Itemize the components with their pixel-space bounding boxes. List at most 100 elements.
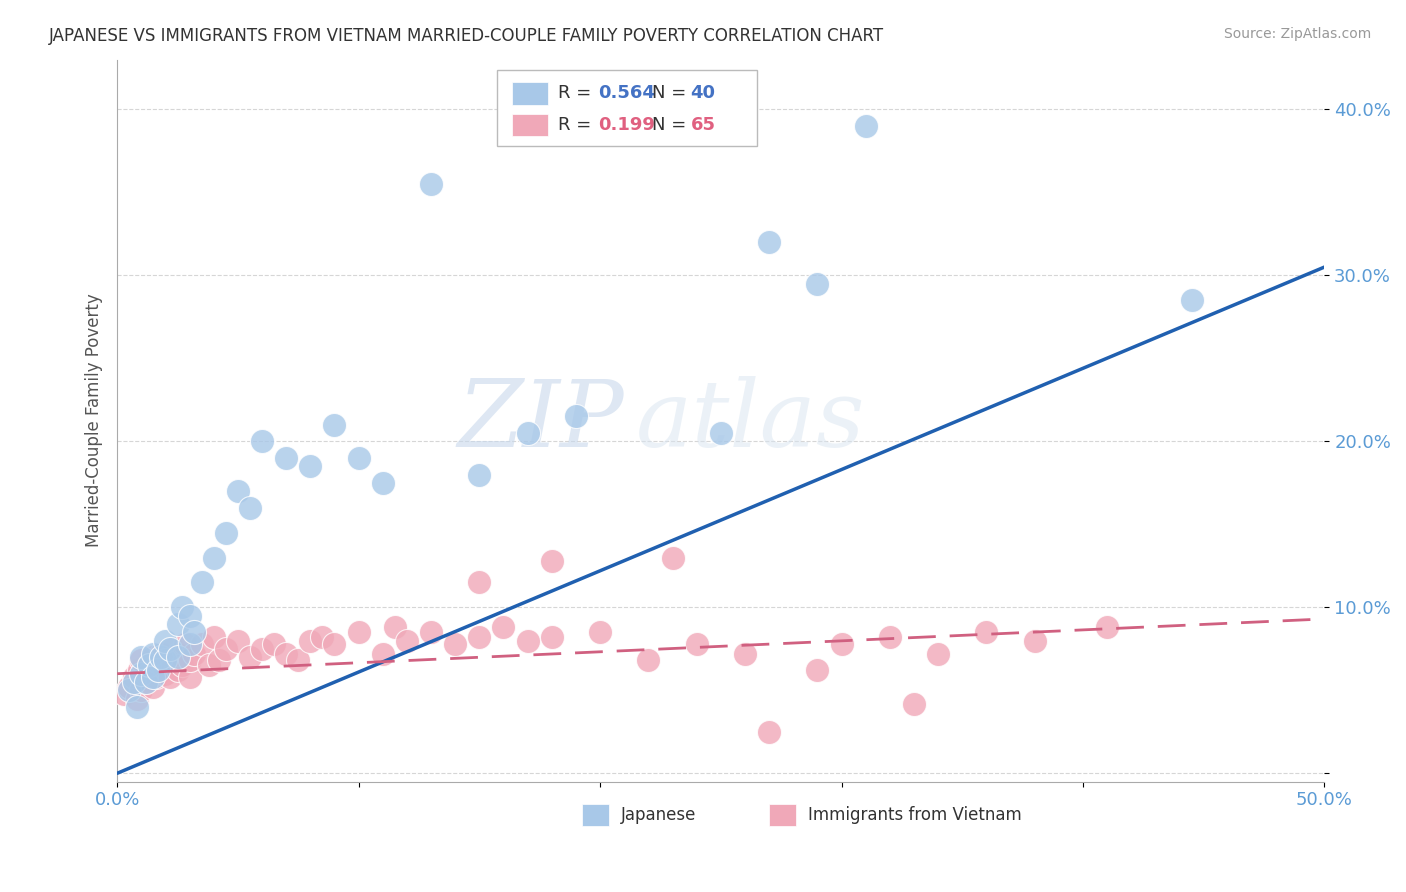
Text: JAPANESE VS IMMIGRANTS FROM VIETNAM MARRIED-COUPLE FAMILY POVERTY CORRELATION CH: JAPANESE VS IMMIGRANTS FROM VIETNAM MARR… xyxy=(49,27,884,45)
Point xyxy=(589,625,612,640)
Point xyxy=(125,691,148,706)
Point xyxy=(142,650,165,665)
Point xyxy=(159,670,181,684)
Point xyxy=(420,177,443,191)
Text: R =: R = xyxy=(558,84,596,103)
Point xyxy=(159,641,181,656)
Point xyxy=(226,484,249,499)
Point xyxy=(166,650,188,665)
Point xyxy=(148,664,170,678)
Point xyxy=(131,666,153,681)
Text: N =: N = xyxy=(652,116,692,134)
Point xyxy=(179,608,201,623)
Point xyxy=(162,641,184,656)
Point xyxy=(202,550,225,565)
Text: N =: N = xyxy=(652,84,692,103)
Point xyxy=(855,119,877,133)
Point xyxy=(299,633,322,648)
Point xyxy=(135,675,157,690)
Point xyxy=(1024,633,1046,648)
Point xyxy=(138,666,160,681)
Point xyxy=(806,664,828,678)
Point xyxy=(565,409,588,424)
Point xyxy=(131,653,153,667)
Point xyxy=(540,554,562,568)
Point xyxy=(166,616,188,631)
Point xyxy=(371,475,394,490)
Point xyxy=(879,630,901,644)
Text: 0.564: 0.564 xyxy=(598,84,655,103)
Text: Source: ZipAtlas.com: Source: ZipAtlas.com xyxy=(1223,27,1371,41)
Point xyxy=(173,637,195,651)
Point xyxy=(122,670,145,684)
Point xyxy=(135,675,157,690)
Text: R =: R = xyxy=(558,116,596,134)
Point xyxy=(172,600,194,615)
Point xyxy=(179,637,201,651)
Point xyxy=(903,697,925,711)
Point xyxy=(831,637,853,651)
Point xyxy=(299,459,322,474)
Point xyxy=(287,653,309,667)
FancyBboxPatch shape xyxy=(582,804,609,826)
FancyBboxPatch shape xyxy=(512,113,548,136)
Point xyxy=(125,699,148,714)
Point xyxy=(207,653,229,667)
Point xyxy=(239,650,262,665)
Point xyxy=(276,450,298,465)
Point xyxy=(976,625,998,640)
Text: Japanese: Japanese xyxy=(620,805,696,824)
Point xyxy=(468,575,491,590)
Point xyxy=(148,658,170,673)
Point xyxy=(250,641,273,656)
Point xyxy=(215,641,238,656)
Point xyxy=(190,637,212,651)
Point xyxy=(685,637,707,651)
Point xyxy=(734,647,756,661)
Point xyxy=(166,647,188,661)
Text: 65: 65 xyxy=(690,116,716,134)
Point xyxy=(118,683,141,698)
Point xyxy=(215,525,238,540)
Point xyxy=(710,425,733,440)
Point xyxy=(202,630,225,644)
Point xyxy=(145,670,167,684)
Point xyxy=(323,637,346,651)
Y-axis label: Married-Couple Family Poverty: Married-Couple Family Poverty xyxy=(86,293,103,548)
Point xyxy=(637,653,659,667)
Point xyxy=(540,630,562,644)
Point xyxy=(1181,293,1204,308)
Text: 0.199: 0.199 xyxy=(598,116,655,134)
Point xyxy=(128,664,150,678)
Point xyxy=(138,658,160,673)
Point xyxy=(118,680,141,694)
Point xyxy=(395,633,418,648)
Point xyxy=(122,675,145,690)
Point xyxy=(468,467,491,482)
Point xyxy=(172,658,194,673)
Point xyxy=(183,647,205,661)
Point xyxy=(179,653,201,667)
Point xyxy=(347,625,370,640)
Point xyxy=(155,666,177,681)
Point xyxy=(149,650,172,665)
Point xyxy=(444,637,467,651)
Point xyxy=(311,630,333,644)
FancyBboxPatch shape xyxy=(512,82,548,104)
Point xyxy=(492,620,515,634)
Point xyxy=(179,670,201,684)
Point xyxy=(226,633,249,648)
Point xyxy=(155,653,177,667)
Point xyxy=(420,625,443,640)
Point xyxy=(384,620,406,634)
Point xyxy=(239,500,262,515)
Point xyxy=(142,647,165,661)
Point xyxy=(347,450,370,465)
Text: atlas: atlas xyxy=(637,376,866,466)
FancyBboxPatch shape xyxy=(769,804,796,826)
Text: Immigrants from Vietnam: Immigrants from Vietnam xyxy=(807,805,1022,824)
Point xyxy=(250,434,273,449)
Point xyxy=(142,680,165,694)
Point xyxy=(183,625,205,640)
Point xyxy=(131,650,153,665)
